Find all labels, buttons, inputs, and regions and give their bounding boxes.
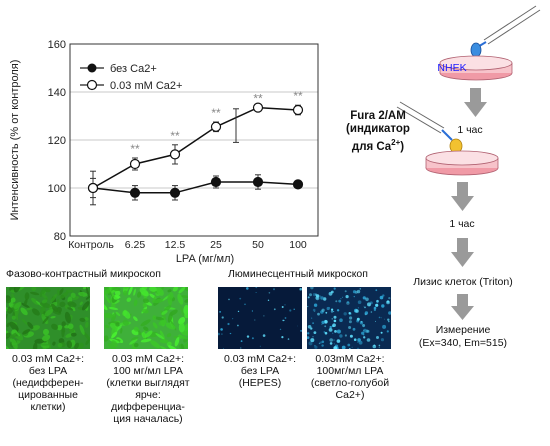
fluo-image-no-lpa <box>218 287 302 349</box>
significance-marks: ** ** ** ** ** <box>130 89 303 156</box>
significance-label: ** <box>130 142 140 156</box>
caption-image-1: 0.03 mM Ca2+: без LPA (недифферен-цированн… <box>11 353 85 413</box>
caption-image-3: 0.03 mM Ca2+: без LPA (HEPES) <box>223 353 297 389</box>
legend-marker-open <box>86 79 98 91</box>
y-axis-label: Интенсивность (% от контроля) <box>9 60 21 221</box>
fura-label: Fura 2/AM (индикатор для Ca2+) <box>346 110 410 153</box>
x-tick-label: Контроль <box>68 239 114 251</box>
x-tick-label: 12.5 <box>165 239 186 251</box>
significance-label: ** <box>293 89 303 103</box>
data-point-filled <box>210 176 222 188</box>
y-tick-label: 120 <box>48 135 66 147</box>
arrow-down-icon <box>464 88 487 117</box>
x-tick-label: 25 <box>210 239 222 251</box>
arrow-down-icon <box>451 294 474 320</box>
pipette-icon <box>396 101 463 154</box>
legend-label-series-2: 0.03 mM Ca2+ <box>110 80 182 92</box>
data-point-filled <box>292 179 304 190</box>
data-point-open <box>87 182 99 194</box>
culture-dish-icon <box>425 150 499 176</box>
arrow-down-icon <box>451 182 474 211</box>
data-point-open <box>129 158 141 170</box>
y-tick-label: 80 <box>54 231 66 243</box>
y-tick-label: 160 <box>48 39 66 51</box>
plot-frame <box>69 43 319 237</box>
data-point-open <box>292 104 304 116</box>
x-tick-label: 100 <box>289 239 307 251</box>
series-line <box>92 181 299 194</box>
legend-label-series-1: без Ca2+ <box>110 63 157 75</box>
pipette-icon <box>470 5 541 58</box>
phase-image-no-lpa <box>6 287 90 349</box>
x-axis-label: LPA (мг/мл) <box>176 253 234 265</box>
incubation-1-label: 1 час <box>457 124 483 136</box>
fluo-image-lpa <box>307 287 391 349</box>
legend: без Ca2+ 0.03 mM Ca2+ <box>80 63 182 92</box>
data-point-open <box>252 102 264 113</box>
incubation-2-label: 1 час <box>449 218 475 230</box>
significance-label: ** <box>253 92 263 106</box>
significance-label: ** <box>211 106 221 120</box>
data-point-filled <box>169 187 181 198</box>
data-point-open <box>210 121 222 132</box>
data-point-open <box>169 149 181 160</box>
x-tick-label: 6.25 <box>125 239 146 251</box>
y-tick-label: 140 <box>48 87 66 99</box>
y-tick-label: 100 <box>48 183 66 195</box>
legend-marker-filled <box>87 63 97 73</box>
protocol-diagram <box>396 5 541 320</box>
series-line <box>92 106 299 189</box>
significance-label: ** <box>170 129 180 143</box>
x-axis-ticks: Контроль 6.25 12.5 25 50 100 <box>68 239 307 251</box>
chart-series <box>87 102 304 206</box>
arrow-down-icon <box>451 238 474 267</box>
y-axis-ticks: 80 100 120 140 160 <box>48 39 66 243</box>
phase-image-lpa <box>104 287 188 349</box>
x-tick-label: 50 <box>252 239 264 251</box>
caption-image-4: 0.03mM Ca2+: 100мг/мл LPA (светло-голубой C… <box>310 353 390 401</box>
data-point-filled <box>129 187 141 198</box>
data-point-filled <box>252 176 264 188</box>
measurement-label: Измерение (Ex=340, Em=515) <box>418 324 508 349</box>
caption-image-2: 0.03 mM Ca2+: 100 мг/мл LPA (клетки выгляд… <box>106 353 190 425</box>
culture-dish-icon <box>439 55 513 81</box>
lysis-label: Лизис клеток (Triton) <box>413 276 513 288</box>
phase-contrast-title: Фазово-контрастный микроскоп <box>6 268 161 280</box>
fluorescence-title: Люминесцентный микроскоп <box>228 268 368 280</box>
chart-grid <box>70 91 318 189</box>
nhek-label: NHEK <box>437 62 467 74</box>
